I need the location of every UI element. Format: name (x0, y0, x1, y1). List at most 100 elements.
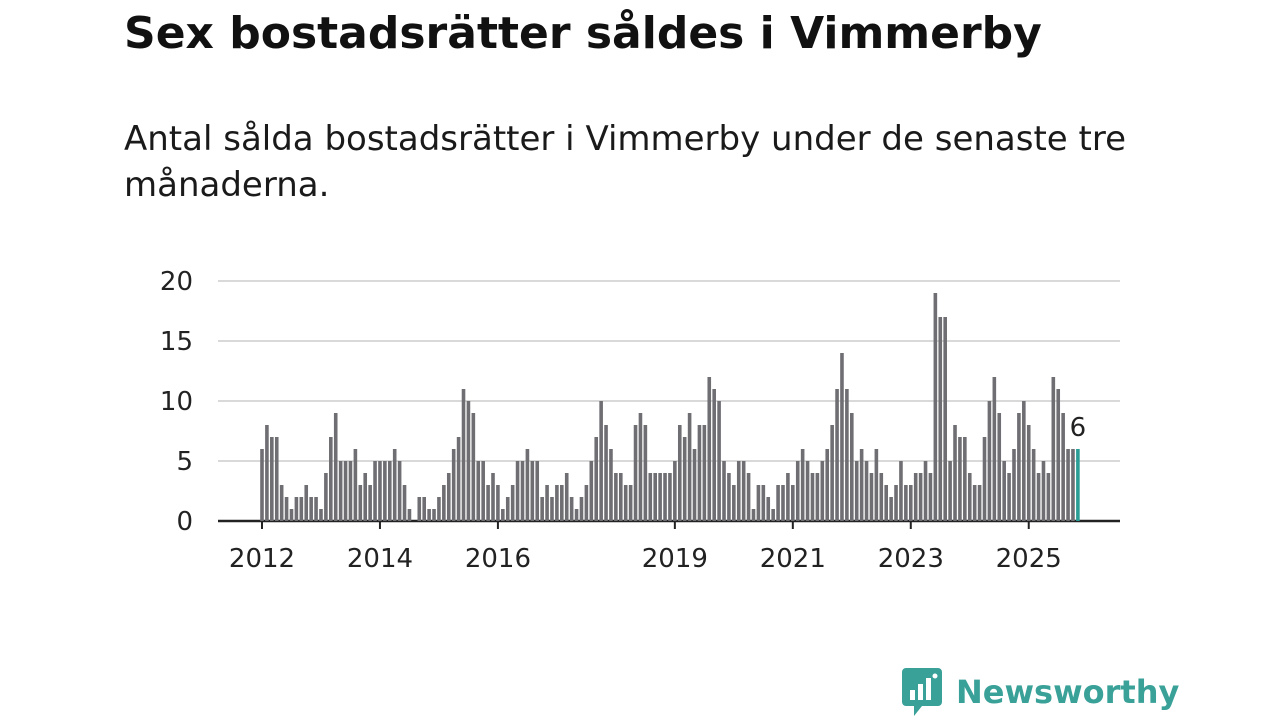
bar (958, 437, 962, 521)
bar (505, 497, 510, 521)
bar (687, 413, 692, 521)
bar (722, 461, 726, 521)
bar (987, 401, 992, 521)
bar (633, 425, 638, 521)
bar (859, 449, 864, 521)
bar (604, 425, 608, 521)
bar (525, 449, 530, 521)
bar (574, 509, 579, 521)
bar (491, 473, 495, 521)
bar (850, 413, 854, 521)
x-tick-label: 2023 (878, 544, 944, 574)
bar (746, 473, 751, 521)
bar (638, 413, 643, 521)
bar (948, 461, 952, 521)
bar (953, 425, 957, 521)
bar (805, 461, 810, 521)
bar (289, 509, 294, 521)
bar (820, 461, 825, 521)
bar (623, 485, 628, 521)
bar (810, 473, 815, 521)
bar (589, 461, 594, 521)
bar (338, 461, 343, 521)
bar (471, 413, 476, 521)
brand-name: Newsworthy (956, 673, 1180, 711)
bar (977, 485, 982, 521)
bar (1071, 449, 1075, 521)
bar (736, 461, 741, 521)
bar (260, 449, 264, 521)
bar (299, 497, 304, 521)
bar (854, 461, 859, 521)
bar (869, 473, 874, 521)
bar (692, 449, 697, 521)
bar (402, 485, 407, 521)
y-axis-ticks: 0 5 10 15 20 (160, 267, 193, 537)
bar (677, 425, 682, 521)
x-tick-label: 2014 (347, 544, 413, 574)
bar (815, 473, 820, 521)
bar (894, 485, 898, 521)
bar (584, 485, 589, 521)
bar (771, 509, 775, 521)
bar (265, 425, 269, 521)
bar (427, 509, 431, 521)
bar (579, 497, 584, 521)
bar (569, 497, 574, 521)
bar (496, 485, 500, 521)
bar (481, 461, 485, 521)
bar (343, 461, 348, 521)
bar (643, 425, 648, 521)
highlight-value-label: 6 (1070, 413, 1087, 443)
bar (938, 317, 943, 521)
bar (899, 461, 903, 521)
bar (904, 485, 908, 521)
bar (943, 317, 947, 521)
bar (702, 425, 707, 521)
bar (884, 485, 889, 521)
bar (304, 485, 309, 521)
bar (889, 497, 893, 521)
bar (560, 485, 564, 521)
chart-title: Sex bostadsrätter såldes i Vimmerby (124, 8, 1042, 59)
bar (363, 473, 368, 521)
bar (324, 473, 328, 521)
bar (1031, 449, 1036, 521)
bar (923, 461, 928, 521)
bar (618, 473, 623, 521)
bar (545, 485, 549, 521)
bar (270, 437, 274, 521)
x-axis-ticks: 2012 2014 2016 2019 2021 2023 2025 (229, 521, 1062, 574)
bar (515, 461, 520, 521)
bar (378, 461, 382, 521)
bar (1022, 401, 1026, 521)
bar (845, 389, 849, 521)
y-tick-label: 15 (160, 327, 193, 357)
bar (800, 449, 805, 521)
bar (874, 449, 879, 521)
bar (864, 461, 869, 521)
bars (260, 293, 1080, 521)
bar (501, 509, 505, 521)
bar (697, 425, 702, 521)
bar (368, 485, 372, 521)
bar (329, 437, 333, 521)
bar (668, 473, 672, 521)
bar (535, 461, 540, 521)
bar (1056, 389, 1061, 521)
bar (614, 473, 618, 521)
bar (756, 485, 761, 521)
bar (383, 461, 387, 521)
bar (466, 401, 471, 521)
bar (766, 497, 771, 521)
bar (1066, 449, 1070, 521)
bar (387, 461, 392, 521)
bar (476, 461, 481, 521)
bar (707, 377, 712, 521)
bar (294, 497, 299, 521)
bar (933, 293, 938, 521)
bar (963, 437, 967, 521)
bar (609, 449, 613, 521)
bar (555, 485, 559, 521)
bar (417, 497, 422, 521)
